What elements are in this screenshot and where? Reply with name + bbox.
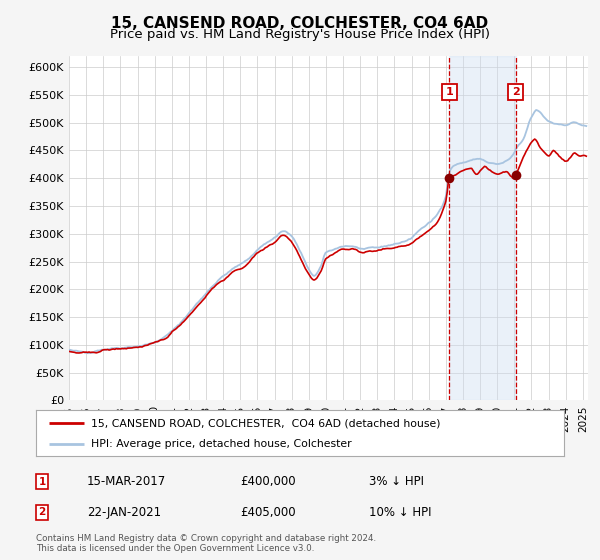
Text: 2: 2 bbox=[38, 507, 46, 517]
Text: HPI: Average price, detached house, Colchester: HPI: Average price, detached house, Colc… bbox=[91, 440, 352, 450]
Text: 10% ↓ HPI: 10% ↓ HPI bbox=[369, 506, 431, 519]
Text: 15, CANSEND ROAD, COLCHESTER, CO4 6AD: 15, CANSEND ROAD, COLCHESTER, CO4 6AD bbox=[112, 16, 488, 31]
Text: £405,000: £405,000 bbox=[240, 506, 296, 519]
Text: £400,000: £400,000 bbox=[240, 475, 296, 488]
Text: 15, CANSEND ROAD, COLCHESTER,  CO4 6AD (detached house): 15, CANSEND ROAD, COLCHESTER, CO4 6AD (d… bbox=[91, 418, 441, 428]
Text: 3% ↓ HPI: 3% ↓ HPI bbox=[369, 475, 424, 488]
Text: 2: 2 bbox=[512, 87, 520, 97]
Text: 1: 1 bbox=[446, 87, 454, 97]
Text: Contains HM Land Registry data © Crown copyright and database right 2024.
This d: Contains HM Land Registry data © Crown c… bbox=[36, 534, 376, 553]
Text: 15-MAR-2017: 15-MAR-2017 bbox=[87, 475, 166, 488]
Text: 22-JAN-2021: 22-JAN-2021 bbox=[87, 506, 161, 519]
Text: Price paid vs. HM Land Registry's House Price Index (HPI): Price paid vs. HM Land Registry's House … bbox=[110, 28, 490, 41]
Bar bbox=[449, 56, 515, 400]
Text: 1: 1 bbox=[38, 477, 46, 487]
